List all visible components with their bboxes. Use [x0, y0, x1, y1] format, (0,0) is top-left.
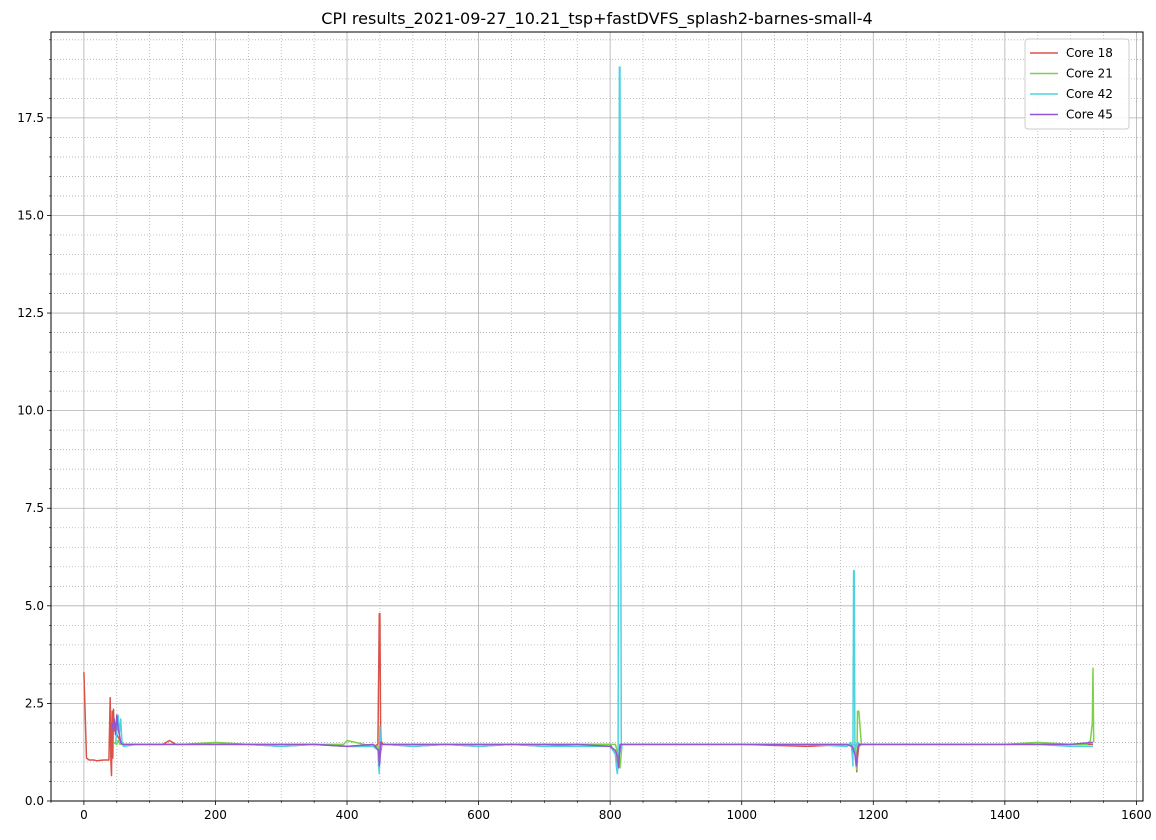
- chart-title: CPI results_2021-09-27_10.21_tsp+fastDVF…: [321, 9, 872, 29]
- legend-label: Core 21: [1066, 67, 1113, 81]
- x-tick-label: 200: [204, 808, 227, 822]
- x-tick-label: 1000: [726, 808, 757, 822]
- y-tick-label: 0.0: [25, 794, 44, 808]
- x-tick-label: 1200: [858, 808, 889, 822]
- major-grid: [51, 32, 1143, 802]
- legend-label: Core 42: [1066, 87, 1113, 101]
- y-tick-label: 5.0: [25, 599, 44, 613]
- series-line-core-42: [114, 66, 1093, 775]
- legend-label: Core 45: [1066, 108, 1113, 122]
- y-axis: 0.0 2.5 5.0 7.5 10.0 12.5 15.0 17.5: [17, 111, 51, 808]
- y-tick-label: 17.5: [17, 111, 44, 125]
- x-tick-label: 1400: [990, 808, 1021, 822]
- series-line-core-18: [83, 612, 1093, 777]
- minor-grid: [49, 32, 1143, 803]
- x-tick-label: 400: [336, 808, 359, 822]
- y-tick-label: 10.0: [17, 404, 44, 418]
- series-line-core-45: [110, 714, 1094, 769]
- x-axis: 0 200 400 600 800 1000 1200 1400 1600: [80, 801, 1152, 822]
- x-tick-label: 1600: [1121, 808, 1152, 822]
- legend[interactable]: Core 18 Core 21 Core 42 Core 45: [1024, 38, 1130, 130]
- series-layer: [83, 66, 1095, 777]
- legend-label: Core 18: [1066, 46, 1113, 60]
- y-tick-label: 7.5: [25, 501, 44, 515]
- x-tick-label: 0: [80, 808, 88, 822]
- plot-frame: [50, 31, 1144, 802]
- x-tick-label: 800: [599, 808, 622, 822]
- x-tick-label: 600: [467, 808, 490, 822]
- y-tick-label: 2.5: [25, 696, 44, 710]
- y-tick-label: 12.5: [17, 306, 44, 320]
- legend-box: [1024, 38, 1130, 130]
- y-tick-label: 15.0: [17, 208, 44, 222]
